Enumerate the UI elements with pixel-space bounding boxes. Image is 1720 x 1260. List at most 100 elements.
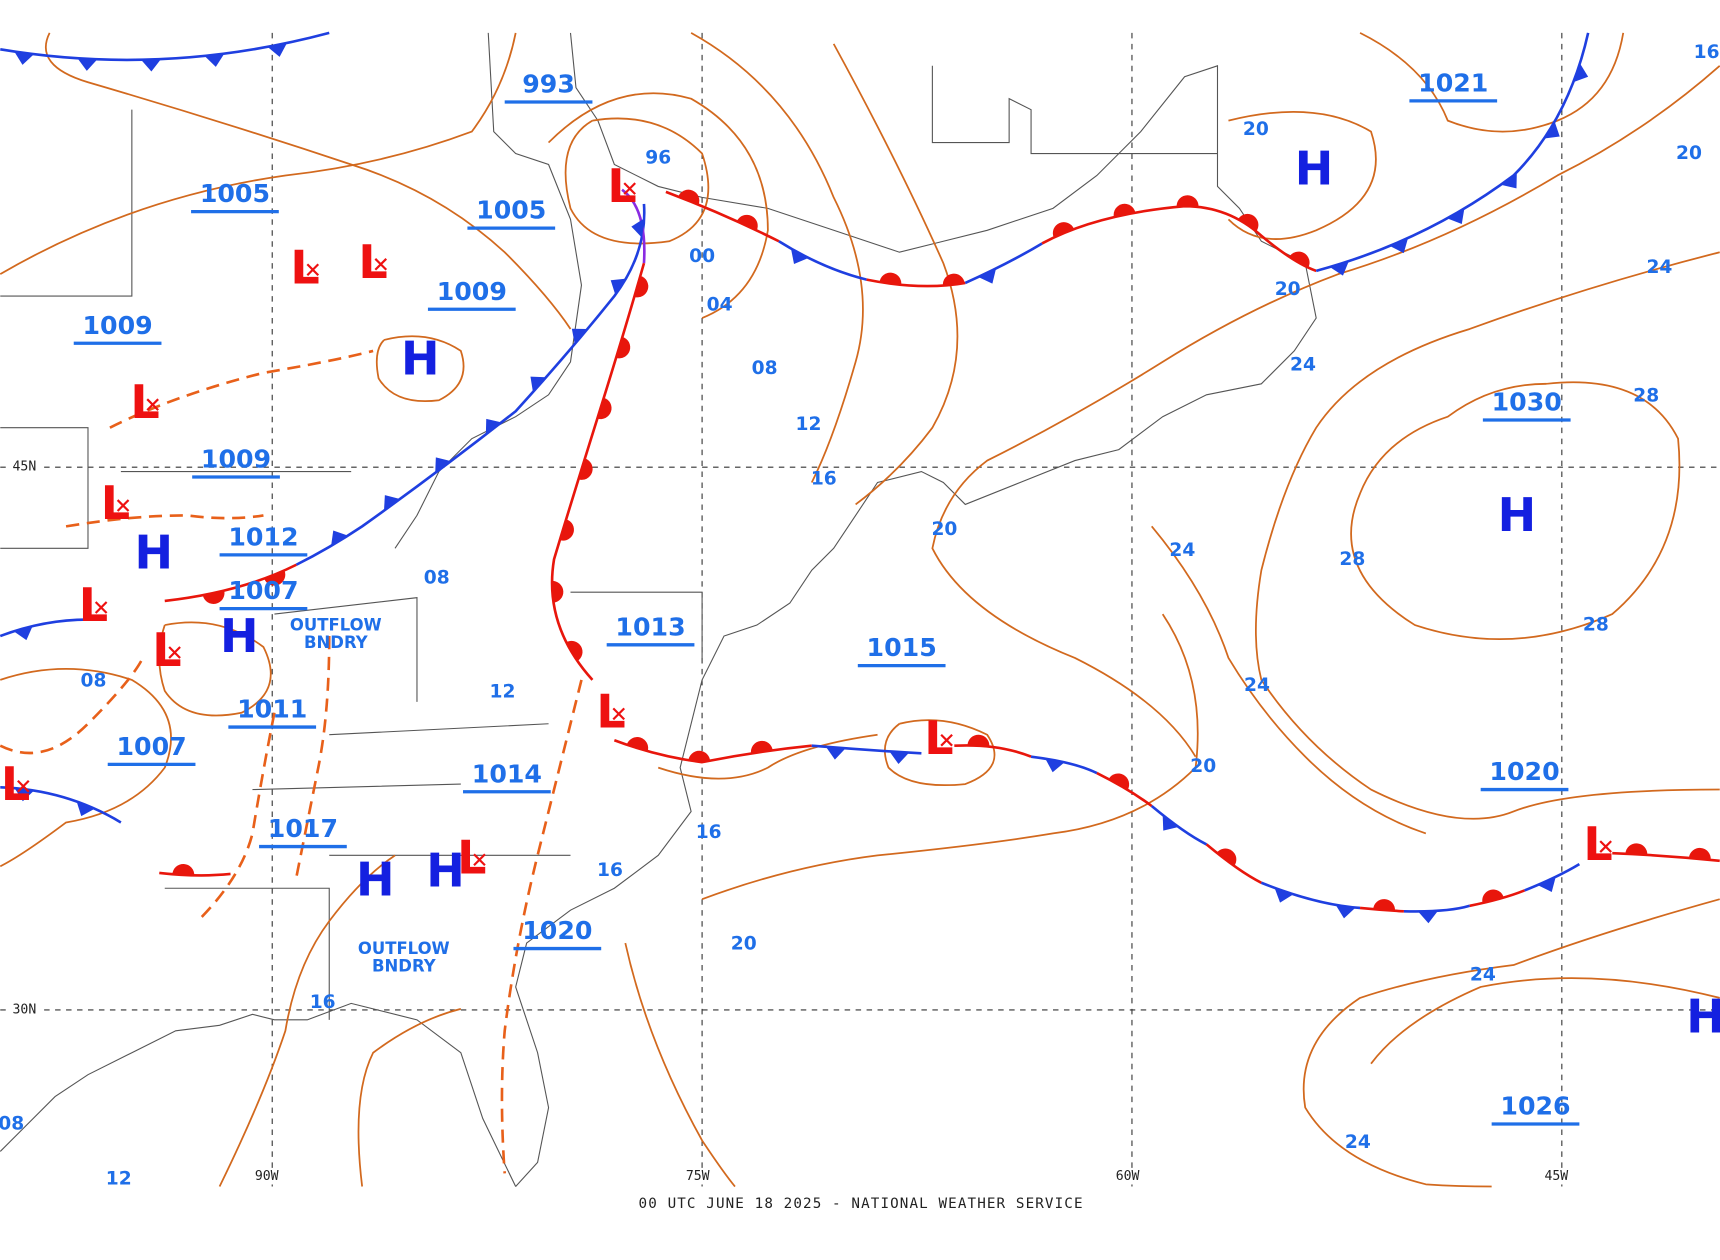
grid-label: 75W [686,1169,710,1184]
cold-front-barb [267,43,287,57]
grid-label-bg [1540,1168,1572,1185]
isobars [0,32,1720,1188]
cold-front-barb [1274,887,1294,903]
high-center: H [1686,989,1720,1043]
isobar-label: 08 [81,670,107,691]
grid-label: 45N [13,460,37,475]
pressure-label: 1007 [228,576,298,605]
boundary-label: OUTFLOW [358,939,450,958]
cold-front-barb [791,248,809,264]
isobar-label: 24 [1169,540,1195,561]
pressure-label: 1012 [228,522,298,551]
low-marker [374,258,388,271]
cold-front-barb [1544,121,1560,139]
high-center: H [135,525,174,579]
isobar-label: 20 [731,934,757,955]
grid-label-bg [1112,1168,1143,1185]
cold-front-barb [1573,63,1589,83]
grid-label-bg [9,459,40,475]
warm-front-barb [559,519,574,541]
cold-front-barb [141,59,161,72]
high-center: H [426,843,465,897]
isobar-label: 24 [1345,1132,1371,1153]
pressure-label: 1013 [615,612,685,641]
isobar-label: 28 [1583,615,1609,636]
isobar-label: 08 [752,358,778,379]
low-marker [17,780,30,793]
isobar-label: 24 [1244,675,1270,696]
warm-front-barb [1625,843,1648,855]
isobar-label: 16 [597,860,623,881]
grid-label-bg [9,1002,40,1018]
isobar-label: 24 [1290,355,1316,376]
low-marker [1599,840,1612,853]
warm-front-barb [597,397,612,420]
warm-front-barb [551,580,564,603]
fronts [0,31,1720,924]
cold-front-barb [1389,238,1409,254]
isobar-label: 08 [424,567,450,588]
warm-front-barb [678,189,700,205]
pressure-label: 1005 [200,179,270,208]
grid-label: 60W [1116,1169,1140,1184]
cold-front-barb [1501,172,1517,189]
warm-front-barb [1482,889,1504,904]
boundary-label: OUTFLOW [290,616,382,635]
grid [0,32,1720,1187]
isobar-label: 16 [1694,42,1720,63]
pressure-label: 1011 [237,695,307,724]
pressure-label: 1017 [268,814,338,843]
cold-front-barb [978,268,997,284]
isobar-label: 00 [689,246,715,267]
grid-label-bg [251,1168,283,1185]
isobar-label: 16 [811,469,837,490]
low-marker [623,182,636,195]
cold-front-barb [1045,758,1065,773]
cold-front-barb [1447,208,1465,224]
low-marker [612,707,626,721]
cold-front-barb [1335,905,1356,919]
isobar-label: 28 [1633,385,1659,406]
warm-front-barb [202,590,225,604]
high-center: H [356,852,395,906]
high-center: H [1295,142,1334,196]
warm-front-barb [1289,251,1310,268]
cold-front-barb [485,418,502,435]
isobar-label: 12 [490,681,516,702]
warm-front-barb [879,272,902,285]
boundary-label: BNDRY [372,957,437,976]
warm-front-barb [1113,203,1136,217]
cold-front-barb [204,53,225,67]
low-marker [168,646,181,659]
labels: 45N 30N 90W 75W 60W 45W 993 1005 1005 1009 1009 100… [0,42,1720,1212]
isobar-label: 20 [1676,143,1702,164]
boundary-label: BNDRY [304,633,369,652]
isobar-label: 12 [106,1168,132,1189]
isobar-label: 20 [1243,119,1269,140]
pressure-label: 993 [522,70,575,99]
pressure-label: 1030 [1492,388,1562,417]
warm-front-barb [1373,899,1396,911]
pressure-label: 1007 [116,732,186,761]
isobar-label: 04 [707,294,733,315]
warm-front-barb [172,863,195,876]
cold-front-barb [435,457,451,473]
cold-front-barb [1329,261,1349,276]
cold-front-barb [14,51,34,65]
grid-label: 30N [13,1002,37,1017]
warm-front-barb [1052,222,1074,238]
high-center: H [220,609,259,663]
pressure-label: 1005 [476,196,546,225]
cold-front-barb [13,625,33,641]
high-center: H [401,331,440,385]
isobar-label: 08 [0,1114,24,1135]
low-marker [306,263,320,277]
isobar-label: 96 [645,147,671,168]
isobar-label: 20 [931,519,957,540]
isobar-label: 16 [310,992,336,1013]
warm-front-barb [942,273,965,286]
pressure-label: 1020 [522,916,592,945]
warm-front-barb [1238,213,1259,231]
